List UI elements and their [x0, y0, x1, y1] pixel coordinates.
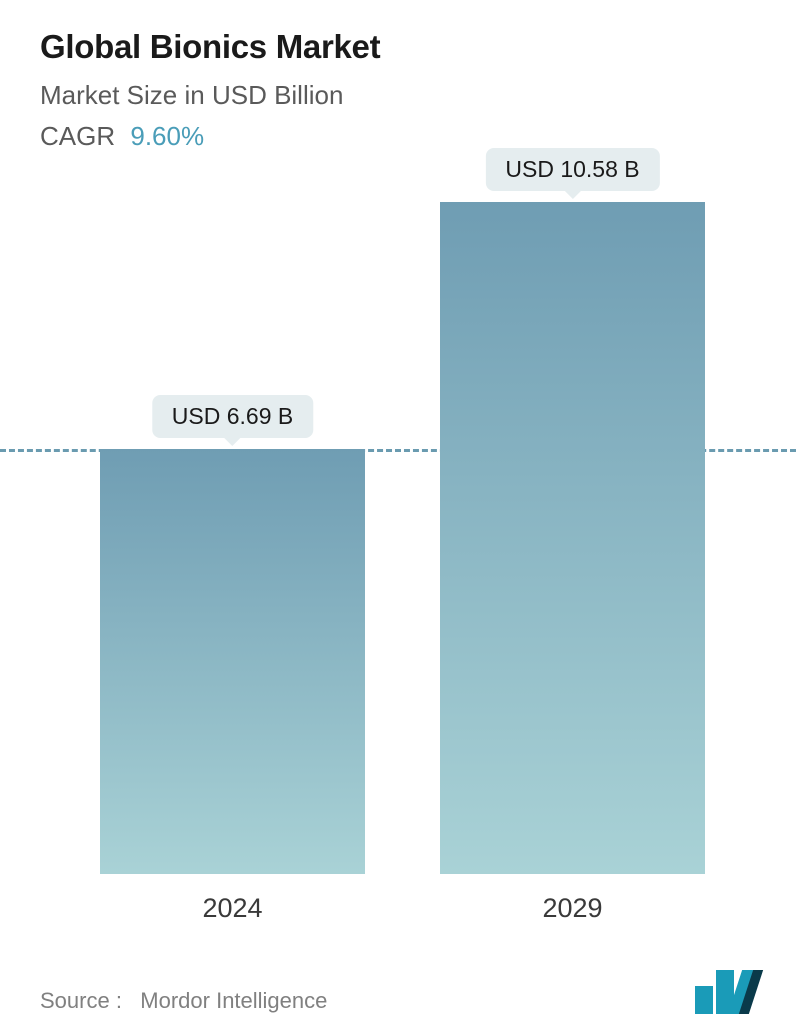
source-value: Mordor Intelligence	[140, 988, 327, 1013]
bar-2029: USD 10.58 B	[440, 202, 705, 874]
chart-title: Global Bionics Market	[40, 28, 756, 66]
brand-logo-icon	[695, 970, 756, 1014]
chart-header: Global Bionics Market Market Size in USD…	[0, 0, 796, 152]
value-badge-2029: USD 10.58 B	[485, 148, 659, 191]
source-label: Source :	[40, 988, 122, 1013]
logo-shape	[695, 986, 713, 1014]
x-label-2024: 2024	[100, 893, 365, 924]
bar-fill-2024	[100, 449, 365, 874]
chart-footer: Source : Mordor Intelligence	[0, 964, 796, 1034]
cagr-label: CAGR	[40, 121, 115, 151]
value-badge-2024: USD 6.69 B	[152, 395, 313, 438]
bar-fill-2029	[440, 202, 705, 874]
cagr-value: 9.60%	[130, 121, 204, 151]
x-label-2029: 2029	[440, 893, 705, 924]
chart-plot: USD 6.69 B 2024 USD 10.58 B 2029	[40, 200, 756, 924]
bar-2024: USD 6.69 B	[100, 449, 365, 874]
source-text: Source : Mordor Intelligence	[40, 988, 327, 1014]
chart-subtitle: Market Size in USD Billion	[40, 80, 756, 111]
chart-area: USD 6.69 B 2024 USD 10.58 B 2029	[0, 200, 796, 924]
